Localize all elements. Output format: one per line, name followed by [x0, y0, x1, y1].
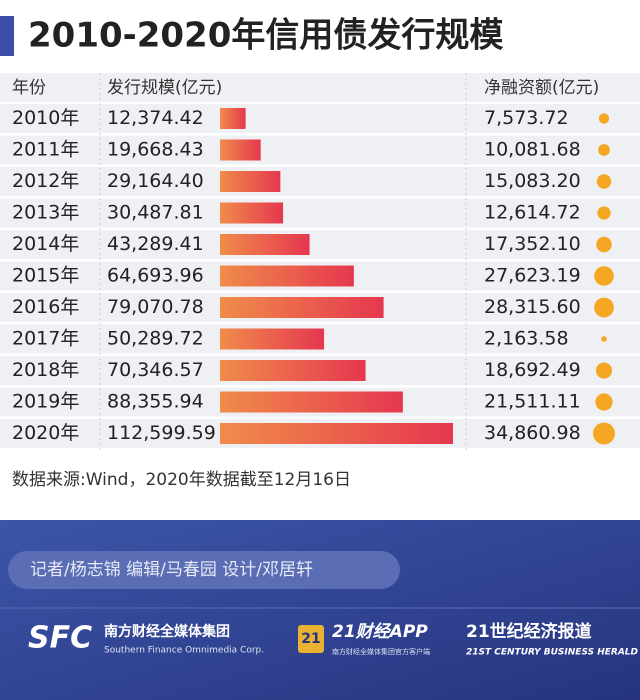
net-label: 18,692.49	[484, 359, 581, 381]
year: 2011年	[12, 139, 79, 161]
net-label: 2,163.58	[484, 328, 569, 350]
issuance-bar	[220, 171, 281, 192]
app-name: 21财经APP	[332, 622, 428, 642]
table-body: 2010年 12,374.42 7,573.72 2011年 19,668.43 10,0…	[0, 104, 640, 448]
year: 2012年	[12, 170, 79, 192]
year: 2015年	[12, 265, 79, 287]
row-band	[0, 135, 640, 165]
issuance-label: 70,346.57	[107, 359, 204, 381]
year: 2010年	[12, 107, 79, 129]
net-dot	[598, 113, 610, 124]
issuance-label: 19,668.43	[107, 139, 204, 161]
net-label: 17,352.10	[484, 233, 581, 255]
row-band	[0, 104, 640, 133]
header-band	[0, 73, 640, 102]
app-sub: 南方财经全媒体集团官方客户端	[332, 647, 430, 656]
net-dot	[595, 393, 613, 411]
issuance-label: 50,289.72	[107, 328, 204, 350]
year: 2016年	[12, 296, 79, 318]
year: 2013年	[12, 202, 79, 224]
issuance-bar	[220, 234, 310, 255]
net-dot	[601, 336, 607, 342]
issuance-bar	[220, 202, 284, 224]
issuance-label: 30,487.81	[107, 202, 204, 224]
row-band	[0, 198, 640, 228]
app-badge-bg	[298, 625, 324, 653]
row-band	[0, 167, 640, 196]
net-dot	[598, 144, 610, 156]
group-cn: 南方财经全媒体集团	[104, 623, 230, 640]
title: 2010-2020年信用债发行规模	[28, 16, 503, 56]
net-label: 21,511.11	[484, 391, 581, 413]
net-dot	[594, 266, 614, 286]
issuance-label: 12,374.42	[107, 107, 204, 129]
net-label: 10,081.68	[484, 139, 581, 161]
net-dot	[593, 422, 615, 445]
year: 2017年	[12, 328, 79, 350]
net-dot	[595, 362, 613, 379]
net-dot	[597, 206, 611, 220]
year: 2019年	[12, 391, 79, 413]
net-label: 12,614.72	[484, 202, 581, 224]
issuance-label: 29,164.40	[107, 170, 204, 192]
issuance-bar	[220, 139, 261, 161]
issuance-label: 64,693.96	[107, 265, 204, 287]
year: 2020年	[12, 422, 79, 444]
issuance-bar	[220, 391, 403, 413]
issuance-bar	[220, 108, 246, 129]
net-label: 28,315.60	[484, 296, 581, 318]
issuance-bar	[220, 297, 384, 318]
net-dot	[596, 174, 612, 189]
issuance-label: 88,355.94	[107, 391, 204, 413]
source-note: 数据来源:Wind，2020年数据截至12月16日	[12, 470, 351, 490]
net-label: 27,623.19	[484, 265, 581, 287]
issuance-label: 79,070.78	[107, 296, 204, 318]
footer	[0, 520, 640, 700]
net-dot	[594, 297, 614, 318]
net-label: 7,573.72	[484, 107, 569, 129]
group-en: Southern Finance Omnimedia Corp.	[104, 646, 264, 656]
year: 2018年	[12, 359, 79, 381]
title-accent	[0, 16, 14, 56]
credits-pill	[8, 551, 400, 589]
year: 2014年	[12, 233, 79, 255]
issuance-label: 112,599.59	[107, 422, 216, 444]
net-label: 15,083.20	[484, 170, 581, 192]
app-badge: 21	[301, 631, 320, 647]
issuance-bar	[220, 328, 325, 350]
issuance-bar	[220, 265, 354, 287]
net-dot	[596, 236, 612, 253]
issuance-bar	[220, 423, 453, 444]
header-net: 净融资额(亿元)	[484, 78, 599, 98]
header-year: 年份	[12, 78, 46, 98]
net-label: 34,860.98	[484, 422, 581, 444]
row-band	[0, 230, 640, 259]
header-issuance: 发行规模(亿元)	[107, 78, 222, 98]
credits: 记者/杨志锦 编辑/马春园 设计/邓居轩	[30, 560, 313, 580]
sfc-logo: SFC	[28, 621, 92, 656]
issuance-bar	[220, 360, 366, 381]
issuance-label: 43,289.41	[107, 233, 204, 255]
herald-cn: 21世纪经济报道	[466, 621, 592, 642]
herald-en: 21ST CENTURY BUSINESS HERALD	[466, 648, 639, 658]
